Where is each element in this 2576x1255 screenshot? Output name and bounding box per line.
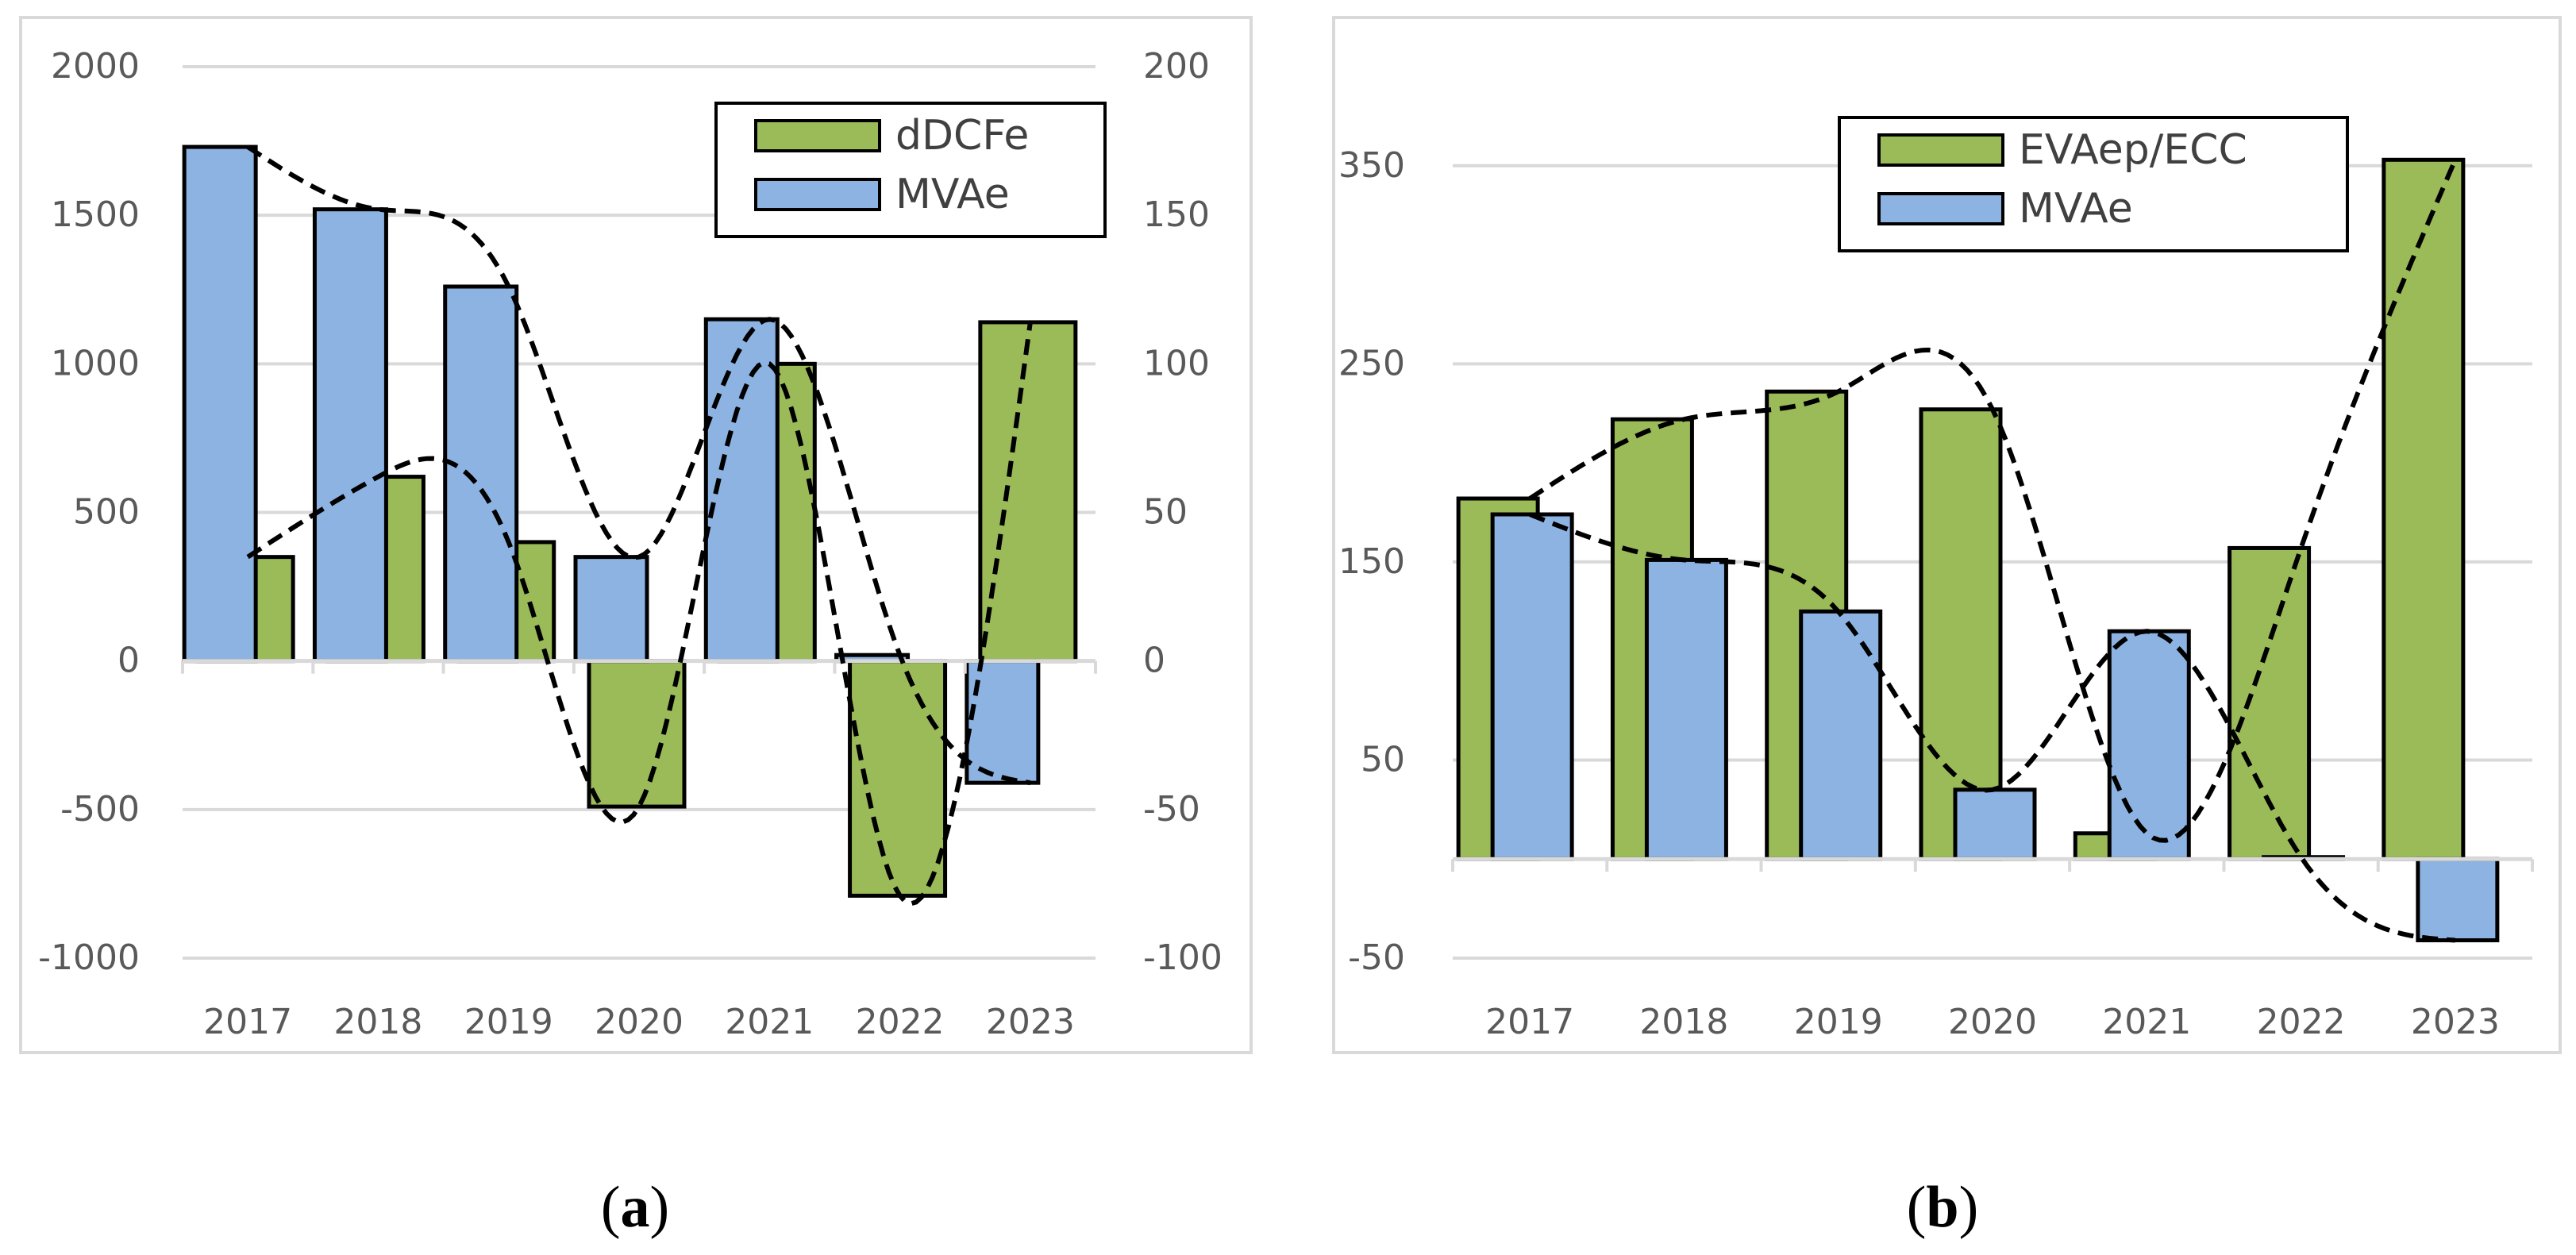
y-tick-label: -50 xyxy=(1348,937,1405,978)
legend-swatch xyxy=(1877,192,2004,225)
caption-a-letter: a xyxy=(621,1175,650,1240)
y2-tick-label: -50 xyxy=(1143,789,1200,830)
caption-b: (b) xyxy=(1907,1175,1978,1240)
bar-mvae xyxy=(312,207,388,664)
bar-evaepecc xyxy=(2228,545,2312,861)
x-tick-label: 2022 xyxy=(856,1002,945,1042)
y-tick-label: 0 xyxy=(117,641,140,681)
y-tick-label: 350 xyxy=(1338,145,1405,186)
y-tick-label: 250 xyxy=(1338,343,1405,383)
y-tick-label: 1000 xyxy=(51,343,140,383)
x-tick-label: 2023 xyxy=(2411,1002,2500,1042)
x-tick-label: 2021 xyxy=(725,1002,814,1042)
y-tick-label: -1000 xyxy=(38,937,140,978)
trendline-mvae xyxy=(1528,512,2456,943)
bar-mvae xyxy=(2107,629,2191,861)
legend-label: MVAe xyxy=(895,171,1010,218)
y2-tick-label: 0 xyxy=(1143,641,1165,681)
bar-mvae xyxy=(1953,787,2037,861)
bar-mvae xyxy=(182,144,258,664)
x-tick-label: 2021 xyxy=(2102,1002,2191,1042)
bar-mvae xyxy=(1490,512,1574,861)
bar-evaepecc xyxy=(1919,407,2003,861)
bar-mvae xyxy=(573,555,649,664)
caption-a: (a) xyxy=(601,1175,669,1240)
caption-b-letter: b xyxy=(1926,1175,1958,1240)
y2-tick-label: 50 xyxy=(1143,492,1188,533)
x-tick-label: 2023 xyxy=(986,1002,1075,1042)
x-tick-label: 2019 xyxy=(1794,1002,1883,1042)
bar-mvae xyxy=(1644,557,1728,861)
x-tick-label: 2018 xyxy=(333,1002,422,1042)
y2-tick-label: 100 xyxy=(1143,343,1210,383)
x-tick-label: 2020 xyxy=(595,1002,683,1042)
legend-label: MVAe xyxy=(2019,185,2133,233)
y-tick-label: 1500 xyxy=(51,194,140,235)
legend-label: dDCFe xyxy=(895,112,1029,160)
y-tick-label: 500 xyxy=(73,492,140,533)
y-tick-label: 2000 xyxy=(51,46,140,87)
trendline-evaepecc xyxy=(1528,159,2458,843)
bar-mvae xyxy=(965,659,1041,785)
y-tick-label: 150 xyxy=(1338,541,1405,582)
x-tick-label: 2020 xyxy=(1948,1002,2037,1042)
bar-evaepecc xyxy=(2382,157,2466,861)
y-tick-label: 50 xyxy=(1361,739,1405,780)
bar-mvae xyxy=(443,284,519,664)
legend-label: EVAep/ECC xyxy=(2019,126,2247,174)
chart-a: 2000150010005000-500-1000200150100500-50… xyxy=(38,46,1223,1042)
y2-tick-label: 200 xyxy=(1143,46,1210,87)
legend-swatch xyxy=(754,178,881,211)
legend-swatch xyxy=(1877,133,2004,167)
chart-b: 350 250 150 50 -50 2017 2018 2019 2020 2021 2022 20… xyxy=(1338,116,2534,1042)
legend-swatch xyxy=(754,119,881,152)
y2-tick-label: 150 xyxy=(1143,194,1210,235)
x-tick-label: 2022 xyxy=(2257,1002,2346,1042)
bar-mvae xyxy=(2416,857,2500,943)
y-tick-label: -500 xyxy=(60,789,140,830)
y2-tick-label: -100 xyxy=(1143,937,1223,978)
x-tick-label: 2018 xyxy=(1639,1002,1728,1042)
bar-ddcfe xyxy=(587,659,687,809)
x-tick-label: 2017 xyxy=(203,1002,292,1042)
x-tick-label: 2019 xyxy=(464,1002,553,1042)
bar-ddcfe xyxy=(978,320,1078,664)
x-tick-label: 2017 xyxy=(1485,1002,1574,1042)
trendline-ddcfe xyxy=(246,321,1033,907)
trendline-mvae xyxy=(246,144,1031,786)
